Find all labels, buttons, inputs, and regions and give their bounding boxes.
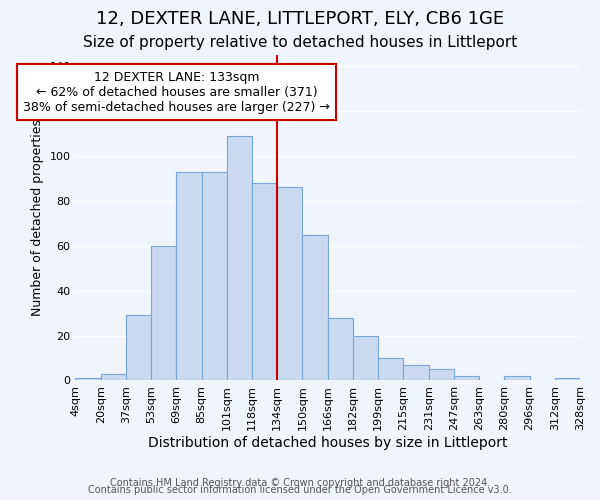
Bar bbox=[151, 246, 176, 380]
Text: Contains public sector information licensed under the Open Government Licence v3: Contains public sector information licen… bbox=[88, 485, 512, 495]
Bar bbox=[428, 369, 454, 380]
Bar bbox=[378, 358, 403, 380]
Bar bbox=[302, 234, 328, 380]
Bar bbox=[76, 378, 101, 380]
Text: 12 DEXTER LANE: 133sqm
← 62% of detached houses are smaller (371)
38% of semi-de: 12 DEXTER LANE: 133sqm ← 62% of detached… bbox=[23, 70, 330, 114]
Text: 12, DEXTER LANE, LITTLEPORT, ELY, CB6 1GE: 12, DEXTER LANE, LITTLEPORT, ELY, CB6 1G… bbox=[96, 10, 504, 28]
Bar bbox=[328, 318, 353, 380]
Bar bbox=[126, 316, 151, 380]
Bar bbox=[505, 376, 530, 380]
Bar bbox=[277, 188, 302, 380]
Bar bbox=[353, 336, 378, 380]
Bar bbox=[555, 378, 580, 380]
Text: Contains HM Land Registry data © Crown copyright and database right 2024.: Contains HM Land Registry data © Crown c… bbox=[110, 478, 490, 488]
Bar bbox=[454, 376, 479, 380]
Bar bbox=[101, 374, 126, 380]
Bar bbox=[202, 172, 227, 380]
Text: Size of property relative to detached houses in Littleport: Size of property relative to detached ho… bbox=[83, 35, 517, 50]
Bar bbox=[176, 172, 202, 380]
Bar bbox=[227, 136, 252, 380]
Y-axis label: Number of detached properties: Number of detached properties bbox=[31, 119, 44, 316]
Bar bbox=[403, 364, 428, 380]
X-axis label: Distribution of detached houses by size in Littleport: Distribution of detached houses by size … bbox=[148, 436, 508, 450]
Bar bbox=[252, 183, 277, 380]
